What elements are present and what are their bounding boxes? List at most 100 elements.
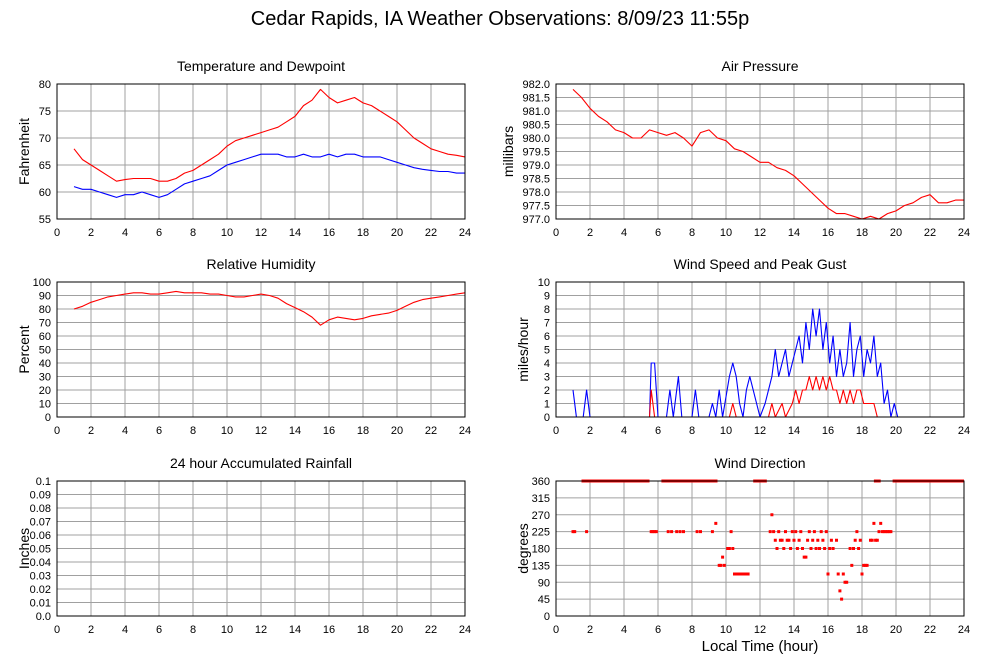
direction-point bbox=[816, 538, 820, 542]
wind-y-tick-label: 5 bbox=[544, 345, 550, 357]
direction-point bbox=[653, 530, 657, 534]
direction-x-tick-label: 18 bbox=[856, 624, 868, 636]
pressure-y-tick-label: 977.0 bbox=[522, 214, 550, 226]
humidity-x-tick-label: 14 bbox=[289, 425, 301, 437]
wind-x-tick-label: 12 bbox=[754, 425, 766, 437]
direction-point bbox=[862, 563, 866, 567]
direction-point bbox=[699, 530, 702, 534]
direction-y-tick-label: 90 bbox=[538, 577, 550, 589]
direction-point bbox=[874, 538, 878, 542]
temp-title: Temperature and Dewpoint bbox=[177, 58, 345, 74]
humidity-x-tick-label: 2 bbox=[88, 425, 94, 437]
wind-x-tick-label: 4 bbox=[621, 425, 627, 437]
direction-point bbox=[886, 530, 889, 534]
direction-point bbox=[789, 547, 793, 550]
rain-x-tick-label: 20 bbox=[391, 624, 403, 636]
direction-x-tick-label: 16 bbox=[822, 624, 834, 636]
direction-point bbox=[848, 547, 852, 550]
rain-x-tick-label: 2 bbox=[88, 624, 94, 636]
direction-ylabel: degrees bbox=[515, 523, 531, 574]
direction-x-tick-label: 2 bbox=[587, 624, 593, 636]
wind-y-tick-label: 1 bbox=[544, 399, 550, 411]
direction-point bbox=[571, 530, 575, 534]
direction-title: Wind Direction bbox=[714, 455, 805, 471]
humidity-title: Relative Humidity bbox=[207, 256, 316, 272]
direction-y-tick-label: 270 bbox=[532, 510, 550, 522]
wind-y-tick-label: 0 bbox=[544, 412, 550, 424]
direction-point bbox=[738, 572, 742, 576]
direction-point bbox=[855, 530, 859, 534]
rain-x-tick-label: 22 bbox=[425, 624, 437, 636]
humidity-y-tick-label: 80 bbox=[39, 304, 51, 316]
temp-y-tick-label: 65 bbox=[39, 160, 51, 172]
humidity-y-tick-label: 0 bbox=[45, 412, 51, 424]
temp-x-tick-label: 20 bbox=[391, 227, 403, 239]
direction-point bbox=[860, 572, 864, 576]
direction-point bbox=[733, 572, 736, 576]
rain-x-tick-label: 16 bbox=[323, 624, 335, 636]
direction-point bbox=[719, 563, 723, 567]
direction-xlabel: Local Time (hour) bbox=[702, 638, 819, 655]
temp-series-1-line bbox=[73, 153, 465, 198]
wind-x-tick-label: 14 bbox=[788, 425, 800, 437]
humidity-y-tick-label: 90 bbox=[39, 291, 51, 303]
temp-x-tick-label: 6 bbox=[156, 227, 162, 239]
humidity-x-tick-label: 6 bbox=[156, 425, 162, 437]
direction-point bbox=[823, 547, 827, 550]
pressure-x-tick-label: 4 bbox=[621, 227, 627, 239]
pressure-x-tick-label: 12 bbox=[754, 227, 766, 239]
humidity-series-0-line bbox=[73, 290, 466, 326]
humidity-x-tick-label: 0 bbox=[54, 425, 60, 437]
direction-point bbox=[739, 572, 743, 576]
humidity-x-tick-label: 24 bbox=[459, 425, 471, 437]
temp-x-tick-label: 18 bbox=[357, 227, 369, 239]
rain-x-tick-label: 18 bbox=[357, 624, 369, 636]
direction-point bbox=[734, 572, 738, 576]
direction-y-tick-label: 360 bbox=[532, 476, 550, 488]
direction-point bbox=[838, 589, 842, 593]
temp-x-tick-label: 22 bbox=[425, 227, 437, 239]
direction-point bbox=[841, 572, 845, 576]
direction-point bbox=[721, 555, 725, 559]
direction-point bbox=[877, 530, 881, 534]
direction-point bbox=[831, 547, 835, 550]
pressure-x-tick-label: 0 bbox=[553, 227, 559, 239]
direction-point bbox=[863, 563, 867, 567]
direction-frame bbox=[555, 480, 965, 617]
rain-y-tick-label: 0.09 bbox=[30, 490, 51, 502]
pressure-y-tick-label: 978.5 bbox=[522, 174, 550, 186]
rain-frame bbox=[56, 480, 466, 617]
humidity-y-tick-label: 70 bbox=[39, 318, 51, 330]
wind-x-tick-label: 18 bbox=[856, 425, 868, 437]
direction-point bbox=[768, 530, 772, 534]
temp-x-tick-label: 4 bbox=[122, 227, 128, 239]
rain-x-tick-label: 8 bbox=[190, 624, 196, 636]
rain-y-tick-label: 0.05 bbox=[30, 544, 51, 556]
direction-point bbox=[729, 530, 733, 534]
direction-point bbox=[714, 521, 718, 525]
humidity-x-tick-label: 16 bbox=[323, 425, 335, 437]
direction-x-tick-label: 20 bbox=[890, 624, 902, 636]
direction-point bbox=[777, 530, 781, 534]
direction-point bbox=[736, 572, 740, 576]
rain-x-tick-label: 6 bbox=[156, 624, 162, 636]
pressure-x-tick-label: 20 bbox=[890, 227, 902, 239]
direction-point bbox=[744, 572, 748, 576]
temp-x-tick-label: 14 bbox=[289, 227, 301, 239]
direction-x-tick-label: 8 bbox=[689, 624, 695, 636]
direction-point bbox=[818, 547, 821, 550]
direction-point bbox=[887, 530, 891, 534]
direction-point bbox=[850, 563, 854, 567]
wind-y-tick-label: 8 bbox=[544, 304, 550, 316]
direction-x-tick-label: 12 bbox=[754, 624, 766, 636]
direction-point bbox=[812, 530, 816, 534]
direction-point bbox=[819, 530, 823, 534]
rain-y-tick-label: 0.07 bbox=[30, 517, 51, 529]
direction-point bbox=[780, 538, 784, 542]
wind-ylabel: miles/hour bbox=[515, 317, 531, 382]
direction-point bbox=[807, 530, 811, 534]
direction-point bbox=[695, 530, 699, 534]
rain-y-tick-label: 0.03 bbox=[30, 571, 51, 583]
direction-point bbox=[746, 572, 750, 576]
